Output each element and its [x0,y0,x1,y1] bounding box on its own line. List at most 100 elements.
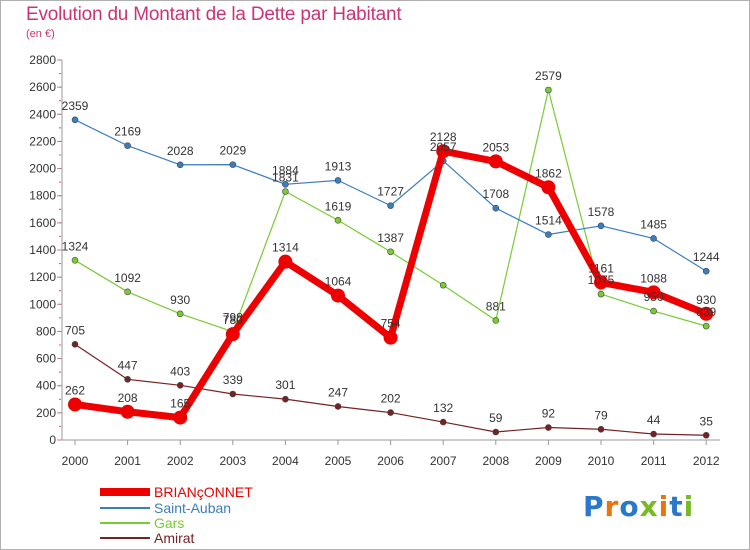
data-point-3 [545,424,552,431]
data-label: 2028 [167,144,194,158]
y-tick-label: 1200 [29,270,56,284]
data-label: 44 [647,413,661,427]
data-point-1 [387,202,394,209]
logo-letter: i [683,490,695,523]
data-label: 2029 [219,144,246,158]
data-label: 1244 [693,250,720,264]
data-point-3 [702,431,710,439]
data-label: 2359 [62,99,89,113]
y-tick-label: 200 [36,406,56,420]
data-point-2 [387,248,394,256]
logo-letter: i [658,490,670,523]
data-label: 2128 [430,130,457,144]
x-tick-label: 2006 [377,454,404,468]
data-label: 1314 [272,241,299,255]
data-label: 1884 [272,163,299,177]
x-tick-label: 2008 [482,454,509,468]
x-tick-label: 2009 [535,454,562,468]
data-label: 132 [433,401,453,415]
y-tick-label: 1600 [29,216,56,230]
data-point-3 [176,382,184,389]
data-label: 1578 [588,205,615,219]
chart-unit: (en €) [26,28,55,40]
x-tick-label: 2001 [114,454,141,468]
data-point-2 [492,317,500,324]
data-label: 705 [65,323,85,337]
logo-letter: t [669,490,684,523]
chart-title: Evolution du Montant de la Dette par Hab… [26,4,402,25]
y-tick-label: 0 [49,433,56,447]
data-point-2 [439,281,447,289]
data-point-2 [124,288,131,296]
data-label: 92 [542,407,556,421]
data-label: 798 [223,311,243,325]
data-point-3 [387,409,394,416]
data-label: 1831 [272,171,299,185]
logo-letter: o [619,490,640,523]
data-point-1 [176,161,184,169]
data-label: 839 [696,305,716,319]
y-tick-label: 1400 [29,243,56,257]
y-tick-label: 2600 [29,80,56,94]
y-tick-label: 400 [36,379,56,393]
data-label: 247 [328,385,348,399]
data-label: 403 [170,364,190,378]
data-label: 262 [65,383,85,397]
data-point-0 [646,285,661,300]
y-tick-label: 2400 [29,107,56,121]
data-point-0 [436,144,451,159]
logo-letter: r [604,490,620,523]
data-point-1 [545,231,552,238]
data-point-2 [597,290,605,298]
data-point-0 [120,404,135,419]
data-point-1 [229,161,237,168]
x-tick-label: 2002 [167,454,194,468]
data-label: 1088 [640,271,667,285]
data-point-2 [176,310,184,318]
data-label: 1092 [114,271,141,285]
data-point-3 [492,428,500,436]
data-label: 1161 [588,261,614,275]
data-point-3 [71,341,79,348]
data-point-1 [597,222,605,230]
data-label: 301 [275,378,295,392]
data-point-3 [229,390,237,398]
legend-label: Gars [154,515,184,531]
legend-label: Amirat [154,530,195,546]
data-point-3 [334,403,342,410]
y-tick-label: 600 [36,352,56,366]
data-point-0 [541,180,556,195]
data-label: 780 [223,313,243,327]
logo-letter: P [583,490,605,523]
data-point-3 [597,425,605,433]
legend-label: Saint-Auban [154,500,231,516]
data-point-1 [124,142,131,149]
data-label: 2053 [482,140,509,154]
data-point-0 [488,154,503,169]
y-tick-label: 800 [36,324,56,338]
data-point-0 [68,397,82,412]
data-label: 1514 [535,214,562,228]
data-point-3 [282,395,289,403]
y-tick-label: 1800 [29,189,56,203]
data-point-1 [492,204,500,212]
data-point-0 [383,330,398,345]
legend-label: BRIANçONNET [154,484,253,500]
data-point-0 [331,288,345,303]
data-label: 950 [644,290,664,304]
x-tick-label: 2011 [641,454,667,468]
data-label: 79 [594,408,608,422]
data-label: 208 [118,391,138,405]
data-point-2 [702,322,710,330]
data-point-1 [334,177,342,184]
data-label: 59 [489,411,503,425]
y-tick-label: 2200 [29,134,56,148]
data-point-0 [699,306,714,321]
data-label: 165 [170,397,190,411]
data-point-0 [225,327,240,342]
data-point-3 [124,376,131,383]
logo-letter: x [639,490,659,523]
x-tick-label: 2005 [325,454,352,468]
